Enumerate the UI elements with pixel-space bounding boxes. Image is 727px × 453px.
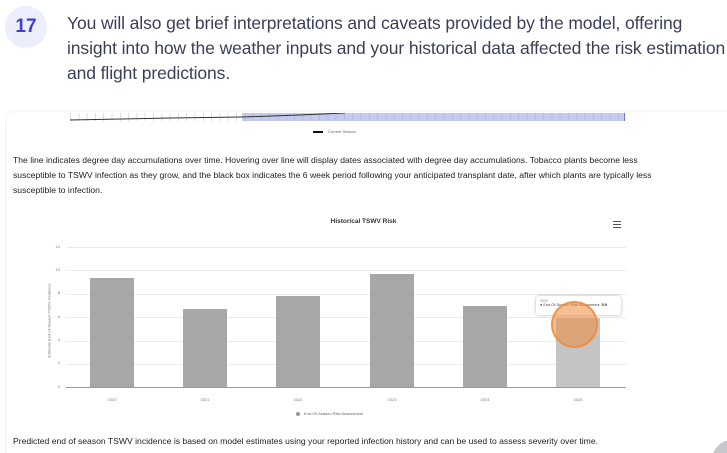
degree-day-chart[interactable] bbox=[70, 113, 625, 121]
click-indicator-circle bbox=[551, 301, 598, 348]
legend-dot-icon bbox=[296, 411, 300, 416]
bar-2023[interactable] bbox=[370, 274, 414, 387]
bar-2024[interactable] bbox=[463, 306, 507, 387]
y-tick: 12 bbox=[55, 244, 60, 249]
x-tick: 2025 bbox=[573, 397, 583, 402]
y-tick: 8 bbox=[57, 290, 60, 295]
step-number-badge: 17 bbox=[5, 6, 47, 48]
y-tick: 2 bbox=[57, 360, 60, 365]
risk-description: Predicted end of season TSWV incidence i… bbox=[13, 436, 599, 446]
legend-label: Current Season bbox=[328, 129, 357, 134]
bar-plot-area bbox=[66, 247, 626, 388]
degree-day-line[interactable] bbox=[70, 113, 625, 121]
transplant-window-box bbox=[242, 113, 625, 121]
bar-2020[interactable] bbox=[90, 278, 134, 387]
legend-label: End-Of-Season Risk Assessment bbox=[304, 411, 364, 416]
x-tick: 2023 bbox=[387, 397, 397, 402]
step-description: You will also get brief interpretations … bbox=[67, 13, 726, 83]
y-tick: 4 bbox=[57, 337, 60, 342]
y-tick: 0 bbox=[57, 384, 60, 389]
x-tick: 2020 bbox=[107, 397, 117, 402]
tooltip-year: 2025 bbox=[540, 299, 548, 303]
step-17: 17 You will also get brief interpretatio… bbox=[0, 0, 727, 100]
legend-line-swatch bbox=[313, 130, 323, 133]
x-tick: 2021 bbox=[200, 397, 210, 402]
y-axis-label: Estimate End-of-Season TSWV Incidence bbox=[46, 283, 52, 358]
tooltip-value: 5.9 bbox=[601, 303, 607, 307]
hamburger-menu-icon[interactable] bbox=[613, 221, 621, 228]
bar-2021[interactable] bbox=[183, 309, 227, 387]
x-tick: 2022 bbox=[293, 397, 303, 402]
bar-2022[interactable] bbox=[276, 296, 320, 387]
chart-title: Historical TSWV Risk bbox=[330, 218, 397, 225]
bar-chart-legend[interactable]: End-Of-Season Risk Assessment bbox=[296, 411, 363, 416]
y-tick: 10 bbox=[55, 267, 60, 272]
line-chart-legend[interactable]: Current Season bbox=[313, 129, 356, 134]
y-tick: 6 bbox=[57, 314, 60, 319]
degree-day-description: The line indicates degree day accumulati… bbox=[13, 155, 652, 195]
x-tick: 2024 bbox=[480, 397, 490, 402]
